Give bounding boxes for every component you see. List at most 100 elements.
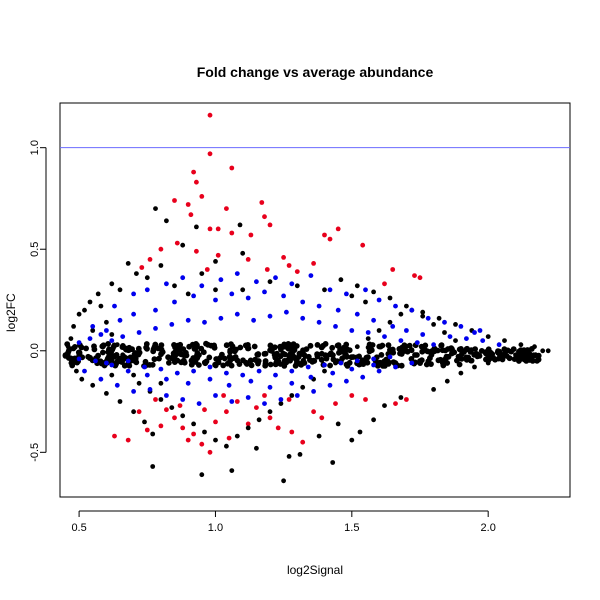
points-layer — [65, 112, 551, 484]
band-point — [418, 343, 425, 350]
band-point — [262, 362, 269, 369]
data-point — [196, 401, 202, 406]
data-point — [338, 360, 344, 366]
data-point — [267, 384, 273, 390]
data-point — [464, 336, 469, 341]
data-point — [354, 311, 360, 317]
data-point — [98, 303, 104, 309]
data-point — [199, 472, 205, 478]
band-point — [363, 357, 369, 364]
data-point — [286, 263, 292, 268]
data-point — [376, 368, 382, 374]
data-point — [139, 265, 145, 270]
band-point — [343, 361, 350, 368]
data-point — [281, 478, 286, 484]
band-point — [180, 346, 187, 352]
band-point — [348, 354, 355, 361]
data-point — [229, 230, 235, 236]
band-point — [247, 357, 254, 364]
data-point — [363, 287, 368, 293]
data-point — [202, 429, 207, 435]
data-point — [153, 397, 158, 402]
band-point — [267, 361, 274, 368]
band-point — [488, 355, 495, 361]
data-point — [330, 460, 336, 465]
data-point — [229, 291, 235, 297]
data-point — [344, 291, 349, 297]
band-point — [166, 359, 172, 366]
data-point — [532, 344, 537, 350]
data-point — [518, 342, 524, 348]
band-point — [159, 349, 166, 355]
data-point — [169, 405, 175, 410]
data-point — [207, 364, 213, 370]
band-point — [291, 347, 298, 353]
data-point — [349, 366, 355, 372]
data-point — [322, 287, 327, 293]
band-point — [108, 356, 115, 362]
data-point — [256, 368, 262, 374]
y-tick-label: 1.0 — [29, 140, 41, 155]
data-point — [300, 315, 306, 321]
data-point — [114, 382, 120, 388]
data-point — [390, 267, 396, 272]
data-point — [360, 374, 366, 380]
data-point — [98, 332, 104, 337]
band-point — [385, 342, 392, 349]
y-axis: -0.5 0.0 0.5 1.0 — [29, 140, 47, 462]
data-point — [376, 297, 382, 303]
data-point — [172, 198, 177, 203]
band-point — [142, 358, 149, 365]
data-point — [442, 330, 447, 335]
data-point — [158, 246, 164, 252]
data-point — [480, 338, 486, 343]
band-point — [277, 343, 284, 350]
data-point — [338, 277, 344, 283]
data-point — [387, 295, 393, 301]
data-point — [393, 401, 398, 406]
band-point — [95, 352, 101, 359]
data-point — [120, 334, 126, 339]
band-point — [314, 351, 321, 358]
data-point — [499, 356, 505, 362]
data-point — [245, 425, 251, 431]
band-point — [335, 342, 342, 348]
band-point — [401, 342, 408, 349]
data-point — [150, 431, 156, 437]
band-point — [229, 343, 236, 350]
band-point — [151, 356, 158, 363]
data-point — [371, 417, 376, 423]
data-point — [194, 248, 199, 254]
data-point — [414, 340, 420, 345]
data-point — [474, 354, 480, 360]
data-point — [117, 399, 123, 404]
data-point — [502, 338, 507, 343]
band-point — [106, 346, 112, 353]
data-point — [333, 324, 338, 329]
data-point — [188, 212, 194, 218]
band-point — [287, 356, 293, 363]
band-point — [307, 342, 314, 349]
data-point — [357, 429, 363, 435]
data-point — [254, 445, 259, 451]
data-point — [109, 372, 115, 378]
data-point — [174, 240, 180, 246]
data-point — [229, 399, 235, 404]
band-point — [307, 357, 313, 363]
band-point — [151, 344, 158, 350]
y-tick-label: 0.5 — [29, 242, 41, 257]
data-point — [327, 382, 333, 388]
data-point — [136, 380, 142, 386]
data-point — [453, 338, 458, 343]
data-point — [330, 370, 336, 376]
band-point — [192, 345, 199, 351]
data-point — [74, 368, 79, 374]
data-point — [262, 393, 267, 398]
band-point — [282, 342, 288, 349]
data-point — [496, 342, 502, 348]
data-point — [398, 338, 404, 343]
band-point — [75, 349, 82, 356]
data-point — [158, 366, 164, 372]
data-point — [382, 281, 387, 287]
data-point — [221, 393, 227, 398]
